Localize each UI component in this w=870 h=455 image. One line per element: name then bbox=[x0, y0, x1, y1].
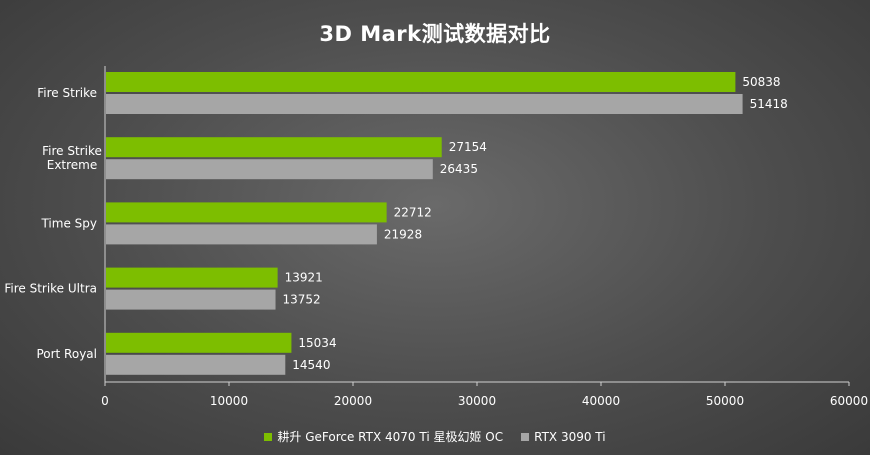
chart-title: 3D Mark测试数据对比 bbox=[319, 22, 551, 46]
category-label-line: Fire Strike bbox=[37, 86, 97, 100]
category-label-line: Fire Strike Ultra bbox=[4, 282, 97, 296]
x-tick-label: 40000 bbox=[582, 394, 620, 408]
bar bbox=[106, 159, 433, 180]
legend: 耕升 GeForce RTX 4070 Ti 星极幻姬 OC RTX 3090 … bbox=[0, 428, 870, 445]
data-label: 21928 bbox=[384, 227, 422, 241]
bar bbox=[106, 72, 736, 92]
legend-swatch-series-1 bbox=[264, 432, 273, 441]
bar bbox=[106, 267, 278, 288]
category-label: Fire Strike Ultra bbox=[4, 282, 97, 296]
bar bbox=[106, 354, 286, 375]
x-tick-label: 10000 bbox=[210, 394, 248, 408]
data-label: 50838 bbox=[742, 75, 780, 89]
legend-item-series-2: RTX 3090 Ti bbox=[521, 429, 606, 444]
data-label: 15034 bbox=[298, 336, 336, 350]
category-label-line: Time Spy bbox=[40, 216, 97, 230]
legend-item-series-1: 耕升 GeForce RTX 4070 Ti 星极幻姬 OC bbox=[264, 428, 503, 445]
data-label: 13921 bbox=[285, 271, 323, 285]
category-label-line: Fire Strike bbox=[42, 144, 102, 158]
legend-swatch-series-2 bbox=[521, 432, 530, 441]
bar bbox=[106, 224, 377, 245]
legend-label-series-1: 耕升 GeForce RTX 4070 Ti 星极幻姬 OC bbox=[277, 430, 504, 444]
bar bbox=[106, 94, 743, 114]
category-label: Fire Strike Extreme bbox=[42, 144, 102, 172]
data-label: 22712 bbox=[394, 205, 432, 219]
bar bbox=[106, 202, 387, 223]
data-label: 51418 bbox=[750, 97, 788, 111]
bar bbox=[106, 289, 276, 310]
x-tick-label: 30000 bbox=[458, 394, 496, 408]
legend-label-series-2: RTX 3090 Ti bbox=[534, 429, 606, 444]
data-label: 26435 bbox=[440, 162, 478, 176]
bar bbox=[106, 332, 292, 353]
bar bbox=[106, 137, 442, 158]
data-label: 13752 bbox=[283, 293, 321, 307]
x-tick-label: 50000 bbox=[706, 394, 744, 408]
data-label: 14540 bbox=[292, 358, 330, 372]
data-label: 27154 bbox=[449, 140, 487, 154]
category-label: Time Spy bbox=[40, 216, 97, 230]
category-label: Port Royal bbox=[36, 347, 97, 361]
category-label: Fire Strike bbox=[37, 86, 97, 100]
x-tick-label: 20000 bbox=[334, 394, 372, 408]
x-tick-label: 60000 bbox=[830, 394, 868, 408]
x-tick-label: 0 bbox=[101, 394, 109, 408]
category-label-line: Extreme bbox=[47, 158, 98, 172]
category-label-line: Port Royal bbox=[36, 347, 97, 361]
